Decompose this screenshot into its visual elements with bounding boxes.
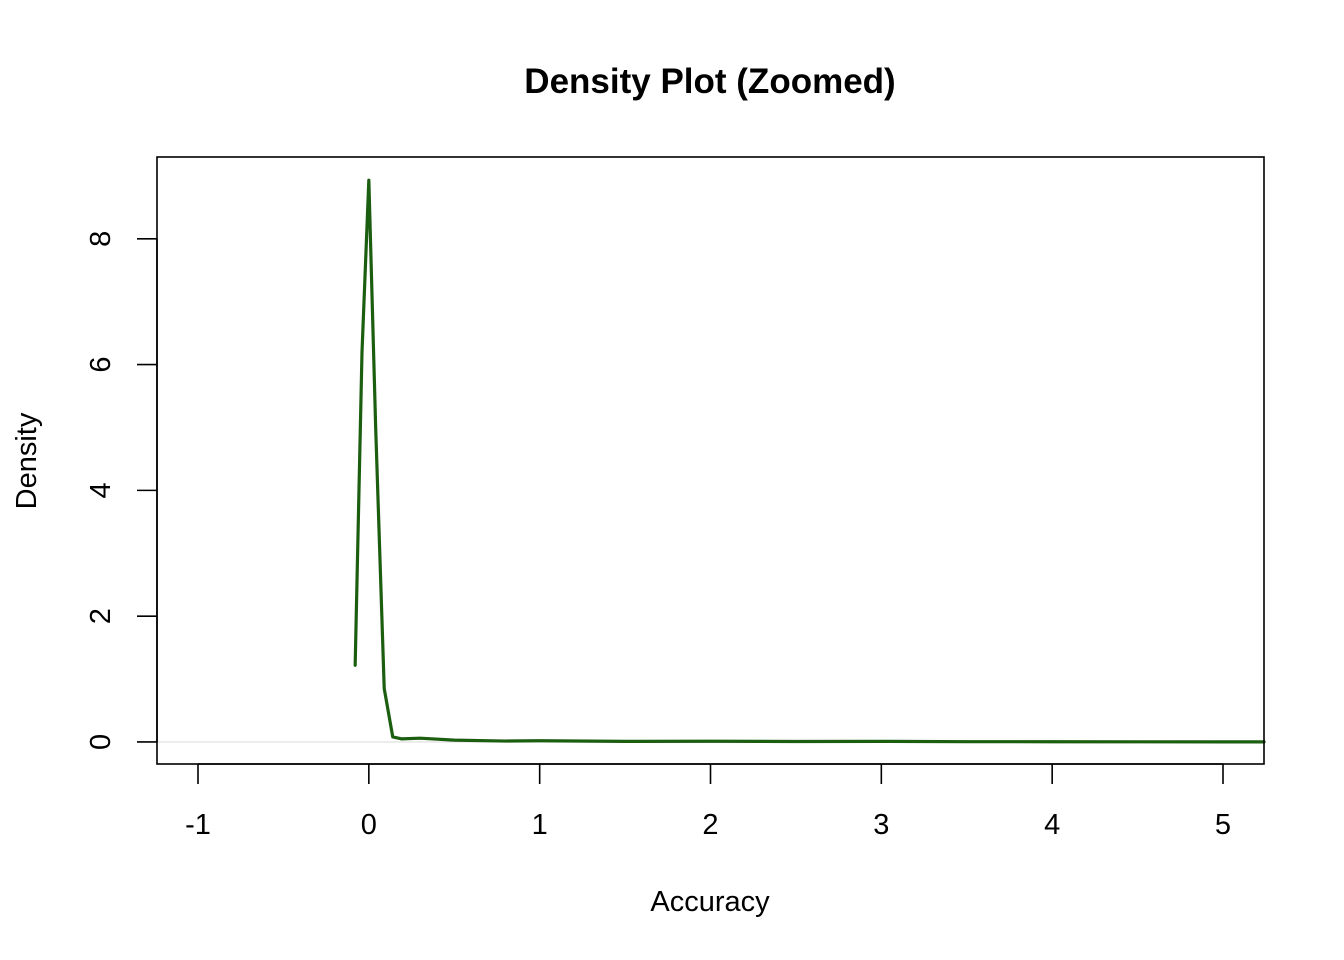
y-tick-label: 6 xyxy=(85,357,117,373)
plot-frame xyxy=(156,156,1265,765)
x-tick-label: 1 xyxy=(532,809,548,841)
y-axis: 0 2 4 6 8 xyxy=(85,231,158,750)
chart-title: Density Plot (Zoomed) xyxy=(524,62,895,101)
x-tick-label: 0 xyxy=(361,809,377,841)
x-axis: -1 0 1 2 3 4 5 xyxy=(185,763,1231,841)
y-tick-label: 0 xyxy=(85,734,117,750)
x-tick-label: 2 xyxy=(702,809,718,841)
x-tick-label: 5 xyxy=(1215,809,1231,841)
y-axis-label: Density xyxy=(11,412,43,509)
x-tick-label: 4 xyxy=(1044,809,1060,841)
y-tick-label: 2 xyxy=(85,608,117,624)
x-axis-label: Accuracy xyxy=(650,886,770,918)
plot-area xyxy=(156,156,1266,765)
y-tick-label: 8 xyxy=(85,231,117,247)
density-series-line xyxy=(353,178,1266,744)
x-tick-label: 3 xyxy=(873,809,889,841)
x-tick-label: -1 xyxy=(185,809,211,841)
y-tick-label: 4 xyxy=(85,482,117,498)
